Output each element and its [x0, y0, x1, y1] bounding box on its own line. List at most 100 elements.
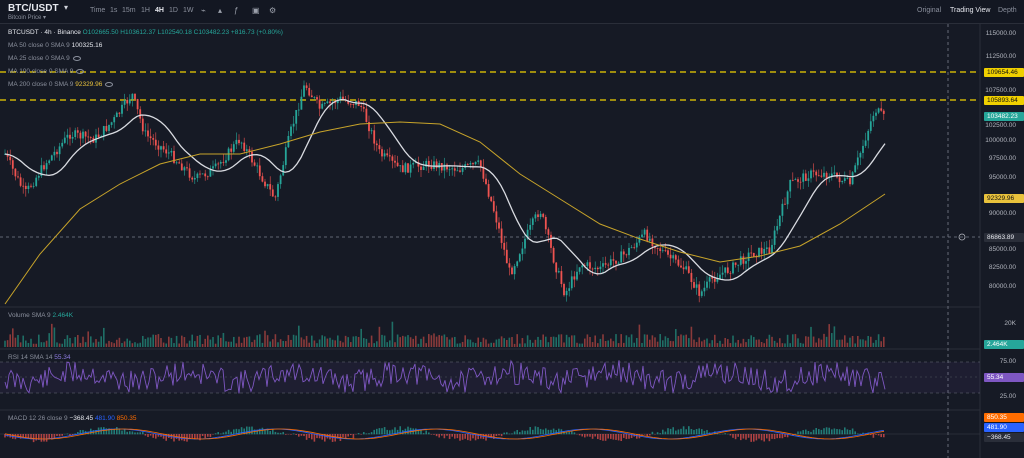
- volume-bar: [360, 328, 362, 347]
- volume-bar: [329, 337, 331, 347]
- candle-body: [804, 173, 807, 181]
- volume-bar: [443, 334, 446, 347]
- view-original[interactable]: Original: [917, 7, 942, 14]
- eye-icon[interactable]: [105, 81, 114, 87]
- candle-body: [414, 162, 417, 164]
- candle-body: [339, 96, 342, 100]
- volume-bar: [412, 338, 414, 347]
- timeframe-1s[interactable]: 1s: [110, 7, 118, 14]
- candle-body: [204, 173, 207, 177]
- timeframe-1d[interactable]: 1D: [169, 7, 178, 14]
- volume-bar: [6, 340, 9, 347]
- volume-bar: [794, 334, 797, 347]
- macd-hist-bar: [451, 434, 453, 437]
- view-depth[interactable]: Depth: [998, 7, 1017, 14]
- timeframe-1w[interactable]: 1W: [183, 7, 194, 14]
- camera-icon[interactable]: ▣: [252, 6, 260, 15]
- macd-hist-bar: [363, 432, 365, 435]
- macd-hist-bar: [539, 428, 542, 435]
- macd-hist-bar: [344, 434, 347, 439]
- volume-bar: [149, 337, 152, 347]
- candle-body: [154, 139, 157, 146]
- macd-hist-bar: [695, 429, 698, 435]
- volume-bar: [508, 337, 511, 347]
- candle-body: [578, 267, 581, 272]
- candle-body: [594, 267, 597, 270]
- candle-body: [115, 112, 118, 118]
- horizontal-line-tag[interactable]: 105893.64: [984, 96, 1024, 105]
- macd-hist-bar: [857, 433, 859, 435]
- candle-body: [448, 169, 451, 171]
- macd-hist-bar: [602, 434, 604, 441]
- candle-body: [487, 184, 490, 197]
- volume-bar: [84, 342, 87, 347]
- timeframe-4h[interactable]: 4H: [155, 7, 164, 14]
- volume-bar: [459, 343, 461, 347]
- symbol-title[interactable]: BTC/USDT: [8, 3, 59, 14]
- volume-bar: [875, 340, 877, 347]
- volume-bar: [204, 338, 206, 347]
- volume-bar: [214, 343, 217, 347]
- compare-icon[interactable]: ▴: [218, 6, 223, 15]
- volume-bar: [872, 342, 875, 347]
- volume-bar: [77, 334, 79, 347]
- macd-hist-bar: [675, 430, 677, 435]
- macd-hist-bar: [188, 434, 191, 439]
- candle-body: [651, 238, 654, 247]
- chart-area[interactable]: BTCUSDT · 4h · Binance O102665.50 H10361…: [0, 24, 1024, 458]
- candle-body: [310, 95, 313, 98]
- macd-hist-bar: [230, 431, 232, 435]
- eye-icon[interactable]: [72, 55, 81, 61]
- volume-bar: [222, 332, 225, 347]
- volume-bar: [589, 336, 591, 347]
- macd-hist-bar: [324, 434, 326, 442]
- timeframe-1h[interactable]: 1H: [141, 7, 150, 14]
- candle-body: [771, 244, 773, 254]
- macd-hist-bar: [38, 434, 40, 440]
- candle-body: [97, 134, 100, 138]
- ma200-price-tag: 92329.96: [984, 194, 1024, 203]
- timeframe-time[interactable]: Time: [90, 7, 106, 14]
- volume-bar: [313, 340, 316, 347]
- macd-hist-bar: [883, 434, 885, 438]
- volume-bar: [441, 335, 443, 347]
- volume-bar: [165, 343, 167, 347]
- candle-body: [40, 165, 43, 177]
- volume-bar: [118, 337, 121, 347]
- eye-icon[interactable]: [76, 68, 85, 74]
- volume-bar: [467, 339, 469, 347]
- macd-hist-bar: [612, 434, 615, 440]
- macd-hist-bar: [617, 434, 620, 441]
- macd-hist-bar: [256, 429, 258, 435]
- settings-icon[interactable]: ⚙: [269, 6, 277, 15]
- ma100-legend: MA 100 close 0 SMA 9: [8, 68, 85, 75]
- macd-hist-bar: [521, 430, 524, 435]
- candle-body: [102, 126, 105, 137]
- candle-body: [625, 254, 628, 256]
- candle-body: [417, 162, 420, 167]
- price-tick: 97500.00: [988, 155, 1016, 162]
- macd-hist-bar: [693, 429, 695, 435]
- macd-hist-bar: [706, 429, 708, 435]
- volume-bar: [680, 334, 682, 347]
- macd-hist-bar: [864, 434, 867, 435]
- candle-body: [134, 93, 136, 100]
- macd-hist-bar: [246, 426, 248, 435]
- candle-body: [479, 160, 482, 167]
- chart-type-icon[interactable]: ⌁: [201, 6, 206, 15]
- view-trading-view[interactable]: Trading View: [950, 7, 991, 14]
- indicators-icon[interactable]: ƒ: [234, 6, 239, 15]
- candle-body: [284, 147, 287, 166]
- chart-canvas[interactable]: [0, 24, 1024, 458]
- candle-body: [648, 238, 651, 241]
- macd-hist-bar: [646, 434, 648, 437]
- volume-bar: [628, 337, 630, 347]
- chevron-down-icon[interactable]: ▾: [64, 3, 69, 12]
- volume-bar: [97, 341, 100, 347]
- horizontal-line-tag[interactable]: 109654.46: [984, 68, 1024, 77]
- timeframe-15m[interactable]: 15m: [122, 7, 136, 14]
- candle-body: [565, 290, 568, 296]
- candle-body: [526, 229, 529, 239]
- volume-bar: [469, 339, 472, 347]
- volume-bar: [66, 335, 69, 347]
